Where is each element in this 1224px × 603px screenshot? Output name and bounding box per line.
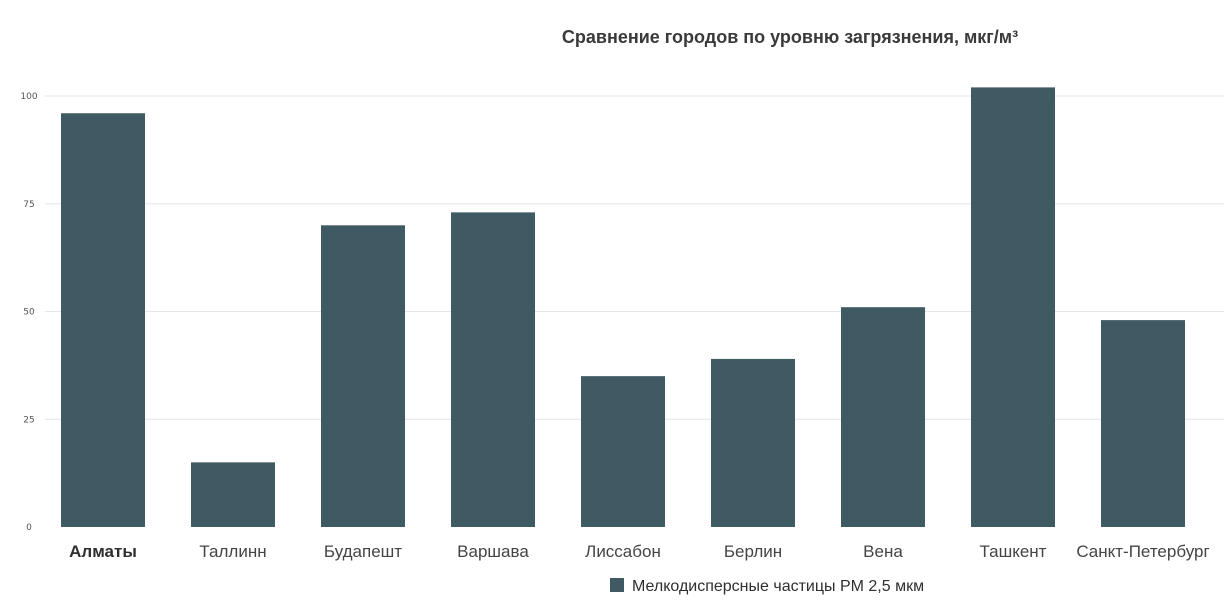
x-tick-label: Ташкент xyxy=(980,542,1047,561)
y-tick-label: 0 xyxy=(26,523,32,533)
x-tick-label: Будапешт xyxy=(324,542,402,561)
bar xyxy=(451,212,535,527)
x-tick-label: Вена xyxy=(863,542,903,561)
legend-label: Мелкодисперсные частицы PM 2,5 мкм xyxy=(632,578,924,595)
bar xyxy=(581,376,665,527)
chart-title: Сравнение городов по уровню загрязнения,… xyxy=(562,27,1018,47)
bar xyxy=(1101,320,1185,527)
y-tick-label: 50 xyxy=(23,308,35,318)
x-tick-label: Лиссабон xyxy=(585,542,661,561)
bar xyxy=(841,307,925,527)
bar xyxy=(191,462,275,527)
y-tick-label: 25 xyxy=(23,415,34,425)
x-tick-label: Санкт-Петербург xyxy=(1076,542,1209,561)
bar xyxy=(971,87,1055,527)
y-tick-label: 75 xyxy=(23,200,34,210)
x-tick-label: Таллинн xyxy=(199,542,266,561)
x-tick-label: Берлин xyxy=(724,542,782,561)
bar xyxy=(61,113,145,528)
legend-swatch xyxy=(610,578,624,592)
bar xyxy=(711,358,795,527)
bar xyxy=(321,225,405,528)
legend: Мелкодисперсные частицы PM 2,5 мкм xyxy=(610,578,924,595)
y-tick-label: 100 xyxy=(20,92,37,102)
x-tick-label: Алматы xyxy=(69,542,137,561)
x-tick-label: Варшава xyxy=(457,542,529,561)
